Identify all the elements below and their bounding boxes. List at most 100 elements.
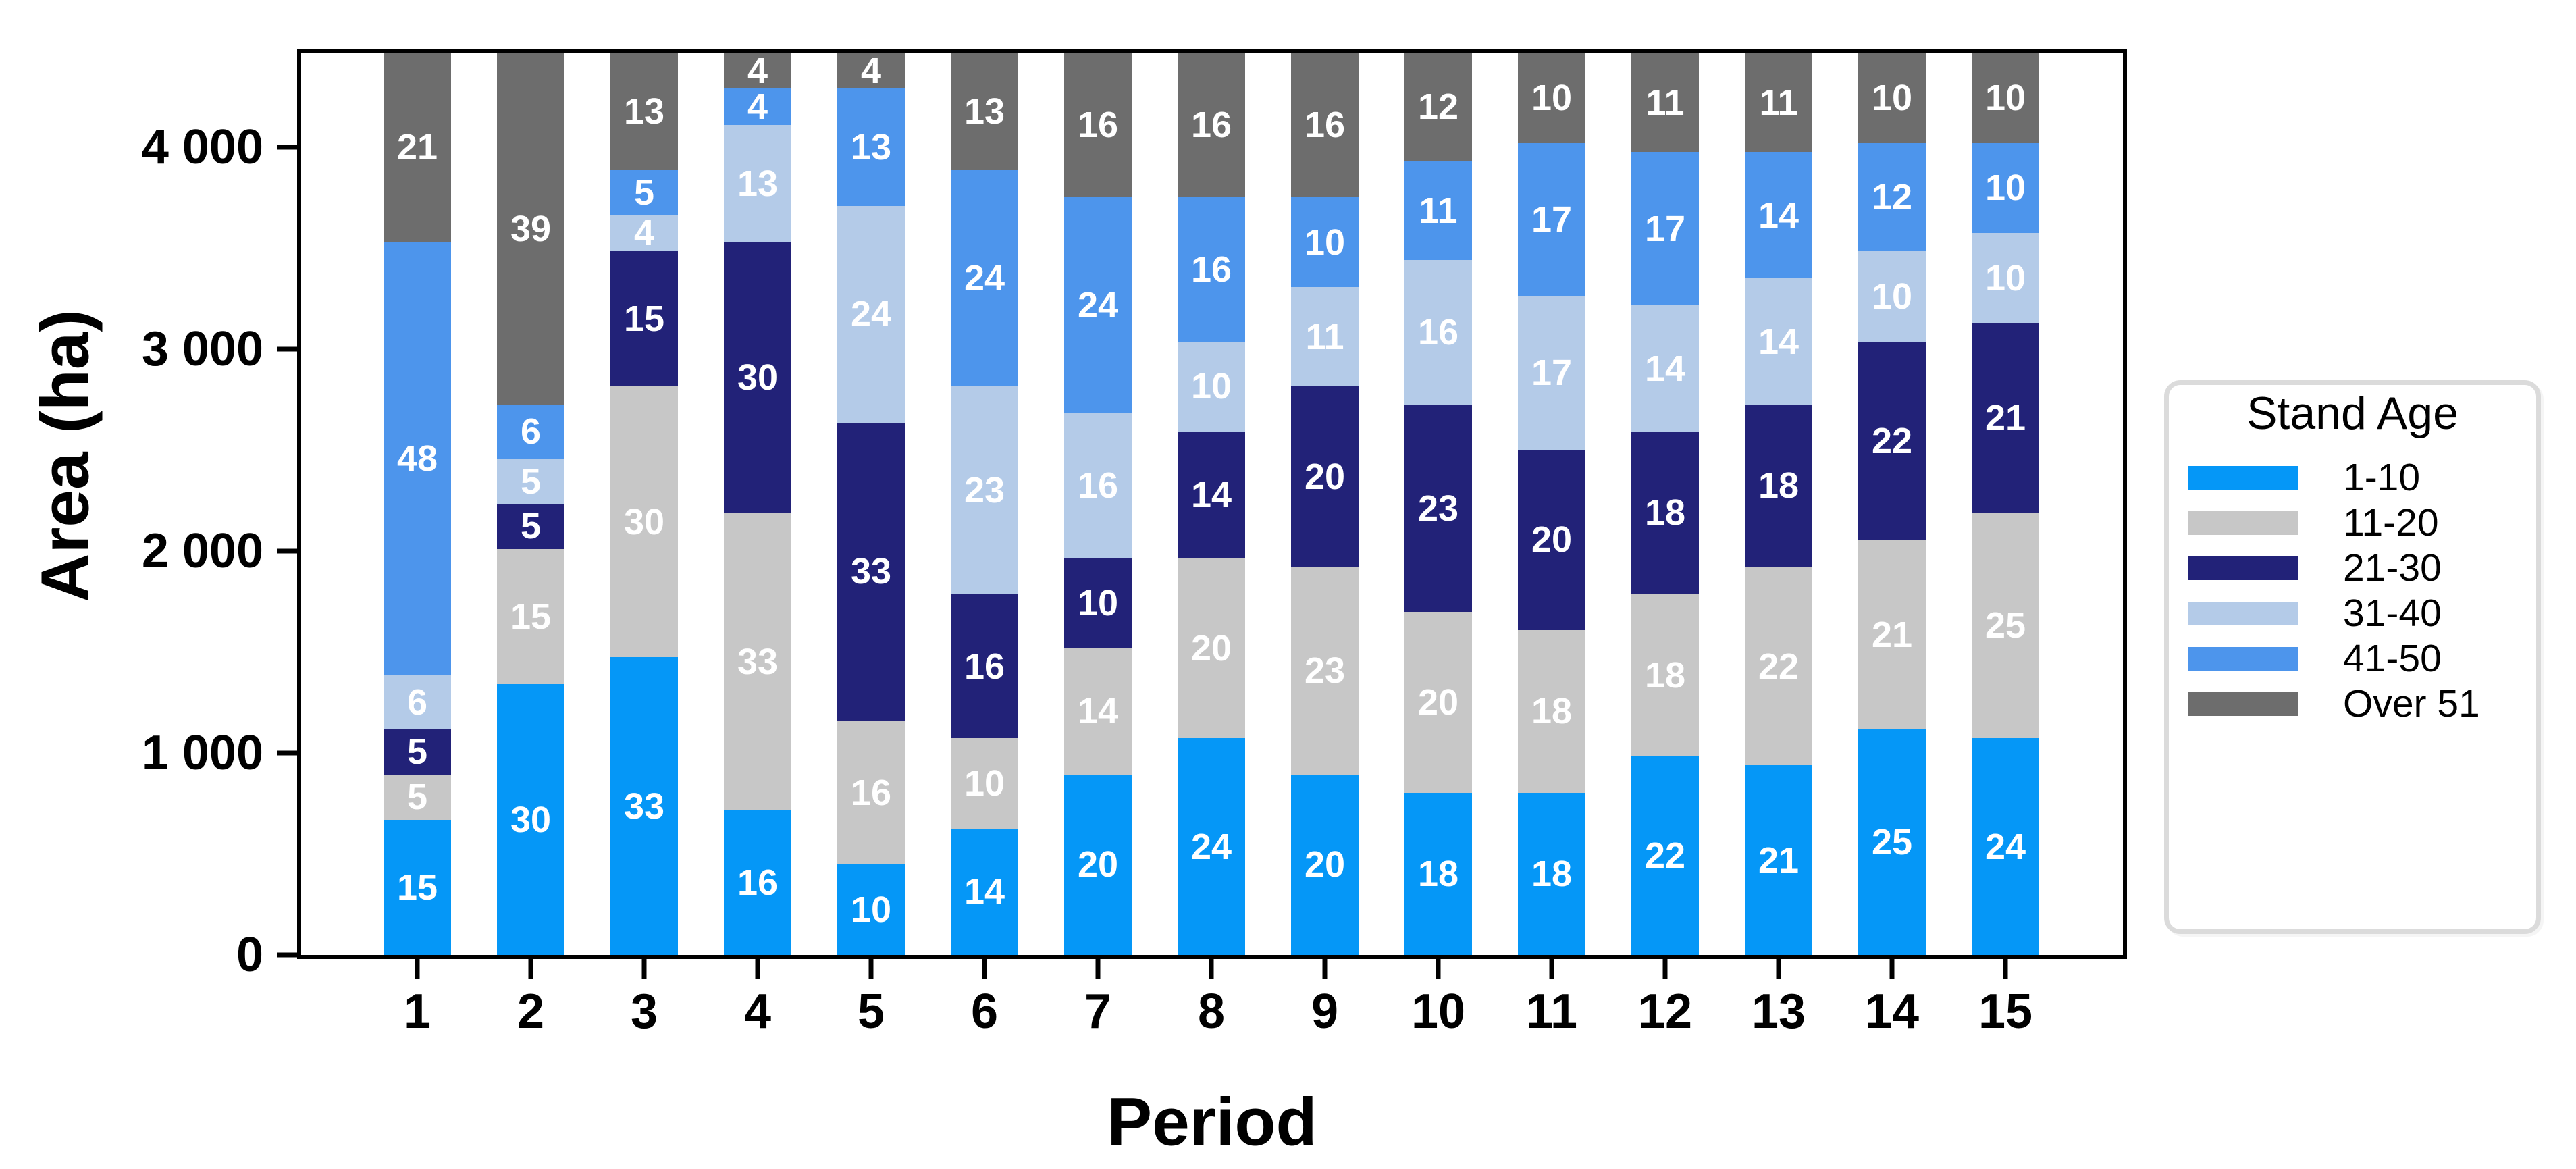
segment-value-label: 24 — [1984, 826, 2026, 867]
stacked-bar-period-10: 18 20 23 16 11 12 — [1404, 53, 1472, 955]
stacked-bar-period-1: 15 5 5 6 48 21 — [384, 53, 451, 955]
bar-slot-period-5: 10 16 33 24 13 4 5 — [814, 53, 928, 1036]
x-tick-label: 4 — [743, 985, 772, 1039]
bar-segment-over-51: 11 — [1631, 53, 1699, 153]
bar-segment-1-10: 18 — [1404, 792, 1472, 955]
segment-value-label: 22 — [1871, 420, 1913, 461]
x-tick-mark — [1209, 959, 1214, 979]
y-tick-label: 4 000 — [141, 120, 263, 175]
segment-value-label: 10 — [1531, 77, 1573, 118]
segment-value-label: 12 — [1417, 86, 1459, 128]
y-tick-mark — [277, 750, 297, 756]
x-tick-label: 10 — [1411, 985, 1466, 1039]
segment-value-label: 20 — [1531, 519, 1573, 561]
bar-slot-period-9: 20 23 20 11 10 16 9 — [1268, 53, 1382, 1036]
stacked-bar-period-2: 30 15 5 5 6 39 — [497, 53, 564, 955]
bar-segment-41-50: 12 — [1858, 142, 1926, 251]
x-tick-label: 2 — [517, 985, 545, 1039]
bar-segment-1-10: 20 — [1291, 774, 1359, 955]
bar-segment-over-51: 16 — [1291, 53, 1359, 197]
x-tick-mark — [755, 959, 760, 979]
bar-segment-21-30: 22 — [1858, 341, 1926, 540]
y-tick-label: 2 000 — [141, 524, 263, 579]
bar-segment-1-10: 18 — [1518, 792, 1585, 955]
bar-segment-11-20: 18 — [1631, 594, 1699, 757]
bar-segment-1-10: 22 — [1631, 756, 1699, 955]
plot-area: 15 5 5 6 48 21 1 30 15 5 5 6 39 2 33 30 15 4 5 13 3 16 33 30 13 4… — [142, 49, 2127, 1036]
legend-swatch — [2188, 602, 2298, 625]
bar-segment-over-51: 10 — [1972, 53, 2039, 143]
bar-segment-41-50: 14 — [1745, 152, 1812, 279]
bar-segment-1-10: 25 — [1858, 729, 1926, 955]
segment-value-label: 11 — [1305, 316, 1344, 357]
bar-segment-21-30: 18 — [1745, 405, 1812, 567]
segment-value-label: 30 — [623, 501, 665, 542]
bar-segment-31-40: 17 — [1518, 296, 1585, 450]
segment-value-label: 16 — [1417, 312, 1459, 353]
segment-value-label: 10 — [850, 889, 892, 931]
bar-segment-31-40: 23 — [951, 386, 1018, 594]
x-tick-mark — [1322, 959, 1328, 979]
legend-swatch — [2188, 556, 2298, 580]
segment-value-label: 13 — [964, 90, 1005, 132]
segment-value-label: 14 — [1758, 194, 1799, 236]
stacked-bar-period-3: 33 30 15 4 5 13 — [610, 53, 678, 955]
legend-box: Stand Age 1-10 11-20 21-30 31-40 41-50 Over 5… — [2164, 380, 2541, 934]
stacked-bar-period-6: 14 10 16 23 24 13 — [951, 53, 1018, 955]
bar-segment-11-20: 30 — [610, 386, 678, 658]
segment-value-label: 18 — [1758, 465, 1799, 506]
segment-value-label: 16 — [1190, 249, 1232, 290]
legend-swatch — [2188, 647, 2298, 671]
segment-value-label: 39 — [510, 208, 552, 249]
stacked-bar-period-8: 24 20 14 10 16 16 — [1178, 53, 1245, 955]
bar-segment-over-51: 13 — [610, 53, 678, 170]
bar-segment-21-30: 5 — [497, 504, 564, 549]
legend-row-1-10: 1-10 — [2169, 455, 2536, 500]
bar-segment-11-20: 15 — [497, 548, 564, 685]
segment-value-label: 24 — [1077, 285, 1119, 326]
bar-segment-21-30: 21 — [1972, 323, 2039, 513]
bar-segment-1-10: 30 — [497, 684, 564, 955]
segment-value-label: 10 — [1304, 222, 1346, 263]
segment-value-label: 18 — [1531, 691, 1573, 732]
segment-value-label: 33 — [623, 785, 665, 827]
segment-value-label: 20 — [1190, 627, 1232, 669]
x-tick-label: 12 — [1637, 985, 1693, 1039]
bar-segment-21-30: 16 — [951, 594, 1018, 739]
segment-value-label: 14 — [1758, 321, 1799, 362]
x-tick-mark — [1549, 959, 1554, 979]
bar-segment-11-20: 16 — [837, 720, 905, 865]
x-axis-title: Period — [1107, 1084, 1317, 1160]
legend-label: 41-50 — [2343, 637, 2442, 680]
bar-segment-1-10: 24 — [1972, 738, 2039, 955]
legend-swatch — [2188, 466, 2298, 490]
segment-value-label: 20 — [1304, 456, 1346, 497]
segment-value-label: 4 — [747, 86, 768, 128]
bar-segment-over-51: 11 — [1745, 53, 1812, 153]
segment-value-label: 5 — [520, 506, 542, 547]
bar-segment-31-40: 16 — [1064, 413, 1132, 558]
bar-segment-21-30: 14 — [1178, 432, 1245, 558]
bar-segment-11-20: 23 — [1291, 567, 1359, 775]
bar-slot-period-11: 18 18 20 17 17 10 11 — [1495, 53, 1608, 1036]
y-tick-mark — [277, 952, 297, 958]
legend-label: 31-40 — [2343, 592, 2442, 635]
bar-segment-31-40: 11 — [1291, 287, 1359, 387]
segment-value-label: 25 — [1984, 605, 2026, 646]
legend-label: Over 51 — [2343, 682, 2480, 725]
bar-segment-1-10: 15 — [384, 819, 451, 955]
segment-value-label: 33 — [850, 551, 892, 592]
bar-segment-11-20: 14 — [1064, 648, 1132, 775]
bar-segment-31-40: 10 — [1972, 233, 2039, 323]
x-tick-label: 9 — [1311, 985, 1339, 1039]
bar-segment-41-50: 13 — [837, 88, 905, 207]
segment-value-label: 25 — [1871, 822, 1913, 862]
legend-rows: 1-10 11-20 21-30 31-40 41-50 Over 51 — [2169, 455, 2536, 727]
bar-segment-31-40: 13 — [724, 124, 791, 242]
legend-row-over-51: Over 51 — [2169, 681, 2536, 727]
segment-value-label: 18 — [1531, 853, 1573, 894]
x-tick-mark — [1889, 959, 1895, 979]
legend-row-11-20: 11-20 — [2169, 500, 2536, 546]
bar-segment-21-30: 10 — [1064, 558, 1132, 648]
